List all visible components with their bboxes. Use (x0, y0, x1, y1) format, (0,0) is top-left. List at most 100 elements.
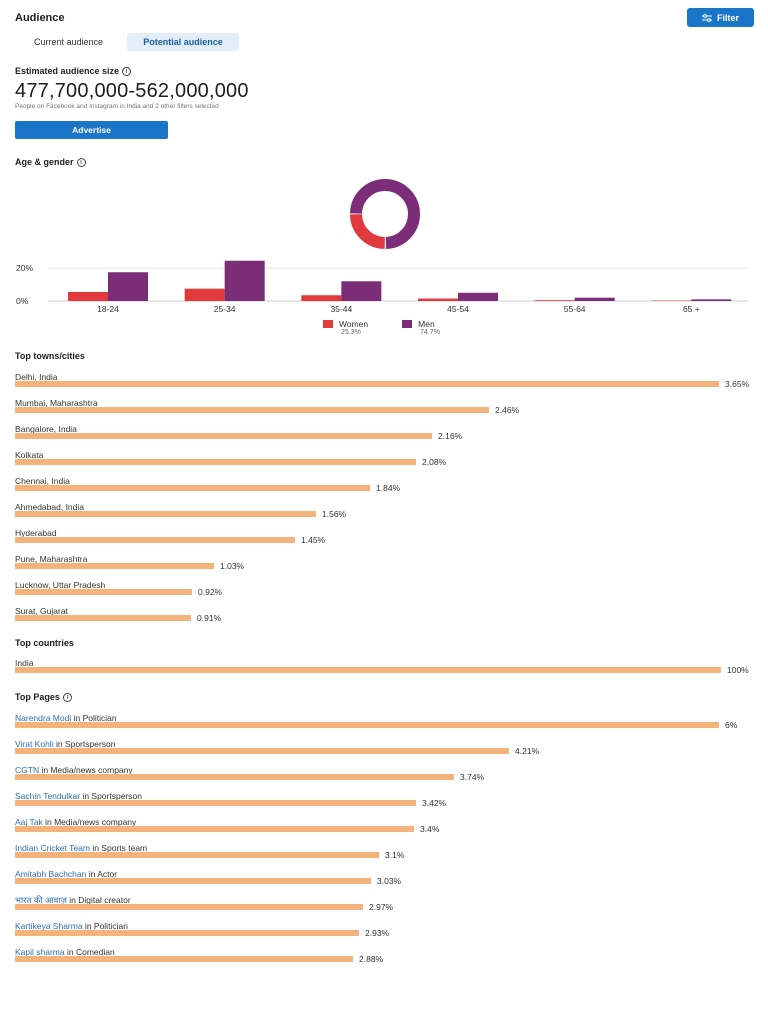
percent-bar (15, 852, 379, 858)
bar-women (418, 298, 458, 301)
top-pages-title: Top Pages i (15, 692, 72, 703)
page-category: in Comedian (64, 947, 115, 957)
percent-bar (15, 826, 414, 832)
tab-current-audience[interactable]: Current audience (33, 37, 104, 47)
age-gender-title-text: Age & gender (15, 157, 74, 167)
percent-bar (15, 511, 316, 517)
x-tick-label: 55-64 (564, 304, 586, 314)
percent-value: 1.84% (376, 483, 401, 493)
page-link[interactable]: Virat Kohli (15, 739, 54, 749)
audience-size-subtext: People on Facebook and Instagram in Indi… (15, 103, 219, 110)
page-title: Audience (15, 12, 65, 24)
row-label: Delhi, India (15, 372, 58, 382)
percent-value: 0.91% (197, 613, 222, 623)
page-link[interactable]: Kartikeya Sharma (15, 921, 83, 931)
filter-sliders-icon (701, 13, 712, 22)
page-label: Amitabh Bachchan in Actor (15, 869, 117, 879)
percent-bar (15, 485, 370, 491)
page-link[interactable]: Sachin Tendulkar (15, 791, 81, 801)
page-link[interactable]: Aaj Tak (15, 817, 43, 827)
page-label: Sachin Tendulkar in Sportsperson (15, 791, 142, 801)
x-tick-label: 65 + (683, 304, 700, 314)
bar-women (534, 300, 575, 301)
percent-value: 3.1% (385, 850, 405, 860)
info-icon[interactable]: i (122, 67, 132, 77)
age-gender-bar-chart: 20% 0% 18-24 25-34 35-44 45-54 55-64 65 + (16, 260, 748, 314)
bar-women (184, 288, 225, 301)
percent-value: 4.21% (515, 746, 540, 756)
page-category: in Actor (86, 869, 118, 879)
page-link[interactable]: Indian Cricket Team (15, 843, 90, 853)
page-link[interactable]: CGTN (15, 765, 40, 775)
page-link[interactable]: Amitabh Bachchan (15, 869, 87, 879)
percent-bar (15, 878, 371, 884)
estimate-title-text: Estimated audience size (15, 66, 120, 76)
percent-value: 2.97% (369, 902, 394, 912)
top-pages-title-text: Top Pages (15, 692, 60, 702)
x-tick-label: 25-34 (214, 304, 236, 314)
percent-bar (15, 667, 721, 673)
x-tick-label: 18-24 (97, 304, 119, 314)
row-label: Mumbai, Maharashtra (15, 398, 98, 408)
percent-value: 0.92% (198, 587, 223, 597)
percent-bar (15, 433, 432, 439)
page-label: Kartikeya Sharma in Politician (15, 921, 128, 931)
advertise-button[interactable]: Advertise (15, 121, 168, 139)
percent-bar (15, 459, 416, 465)
percent-value: 2.16% (438, 431, 463, 441)
estimate-title: Estimated audience size i (15, 66, 132, 77)
top-countries-title: Top countries (15, 638, 74, 648)
percent-value: 1.56% (322, 509, 347, 519)
info-icon[interactable]: i (76, 158, 86, 168)
percent-bar (15, 748, 509, 754)
page-link[interactable]: Narendra Modi (15, 713, 72, 723)
legend-women-pct: 25.3% (341, 329, 361, 336)
bar-men (574, 297, 615, 301)
audience-size-value: 477,700,000-562,000,000 (15, 80, 249, 102)
bar-men (691, 299, 732, 301)
row-label: Kolkata (15, 450, 44, 460)
age-gender-title: Age & gender i (15, 157, 86, 168)
page-link[interactable]: भारत की आवाज़ (15, 895, 67, 905)
page-category: in Politician (82, 921, 128, 931)
percent-value: 1.45% (301, 535, 326, 545)
row-label: India (15, 658, 34, 668)
page-label: Narendra Modi in Politician (15, 713, 117, 723)
percent-bar (15, 956, 353, 962)
page-label: Indian Cricket Team in Sports team (15, 843, 147, 853)
y-tick-label: 20% (16, 263, 33, 273)
row-label: Lucknow, Uttar Pradesh (15, 580, 106, 590)
tab-potential-audience[interactable]: Potential audience (127, 33, 239, 51)
page-category: in Sports team (89, 843, 148, 853)
legend-women-label: Women (339, 319, 369, 329)
percent-value: 2.46% (495, 405, 520, 415)
bar-women (68, 291, 108, 301)
row-label: Ahmedabad, India (15, 502, 84, 512)
page-category: in Politician (71, 713, 117, 723)
bar-men (458, 292, 498, 301)
percent-value: 2.93% (365, 928, 390, 938)
men-swatch (402, 320, 413, 328)
percent-bar (15, 407, 489, 413)
x-tick-label: 45-54 (447, 304, 469, 314)
legend-men: Men 74.7% (402, 319, 440, 336)
percent-value: 3.42% (422, 798, 447, 808)
page-label: CGTN in Media/news company (15, 765, 133, 775)
page-category: in Sportsperson (53, 739, 116, 749)
page-label: Virat Kohli in Sportsperson (15, 739, 116, 749)
gender-donut-chart (350, 179, 420, 249)
legend-men-label: Men (418, 319, 435, 329)
row-label: Hyderabad (15, 528, 57, 538)
percent-value: 100% (727, 665, 749, 675)
info-icon[interactable]: i (62, 693, 72, 703)
percent-value: 3.74% (460, 772, 485, 782)
percent-value: 2.88% (359, 954, 384, 964)
page-link[interactable]: Kapil sharma (15, 947, 65, 957)
donut-slice-men (350, 179, 420, 249)
women-swatch (323, 320, 333, 328)
percent-value: 2.08% (422, 457, 447, 467)
filter-button[interactable]: Filter (687, 8, 754, 27)
page-label: भारत की आवाज़ in Digital creator (15, 895, 131, 906)
percent-value: 3.65% (725, 379, 750, 389)
percent-bar (15, 381, 719, 387)
